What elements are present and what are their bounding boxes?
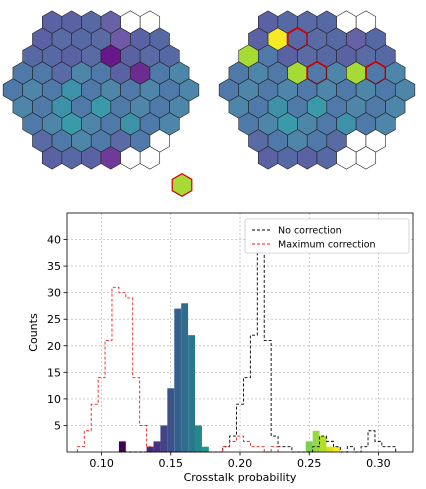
legend-label-maximum-correction: Maximum correction (278, 240, 376, 251)
x-tick-label: 0.30 (366, 457, 391, 470)
histogram-bar (326, 446, 334, 452)
histogram-bar (160, 425, 168, 452)
histogram-filled-bars (118, 303, 341, 452)
histogram-bar (305, 441, 313, 452)
legend-label-no-correction: No correction (278, 226, 342, 237)
histogram-bar (167, 388, 175, 452)
x-tick-label: 0.15 (159, 457, 184, 470)
y-tick-label: 30 (47, 287, 61, 300)
histogram-bar (174, 308, 182, 452)
hex-corner-cell (171, 173, 193, 197)
y-tick-label: 20 (47, 340, 61, 353)
x-axis-label: Crosstalk probability (184, 471, 297, 484)
x-tick-label: 0.20 (228, 457, 253, 470)
histogram-bar (181, 303, 189, 452)
y-tick-label: 15 (47, 366, 61, 379)
histogram-bar (201, 446, 209, 452)
histogram-bar (195, 425, 202, 452)
hexmap-no-correction (2, 10, 200, 170)
y-tick-label: 5 (54, 419, 61, 432)
hex-cell (355, 146, 377, 170)
axis-ticks: 0.10 0.15 0.20 0.25 0.30 5 10 15 20 25 30 35 40 (47, 234, 391, 470)
series-no-correction (118, 223, 397, 453)
crosstalk-histogram: 0.10 0.15 0.20 0.25 0.30 5 10 15 20 25 30 35 40 Cros… (27, 212, 414, 484)
histogram-bar (118, 441, 126, 452)
x-tick-label: 0.25 (297, 457, 322, 470)
x-tick-label: 0.10 (89, 457, 114, 470)
y-tick-label: 25 (47, 313, 61, 326)
y-tick-label: 10 (47, 393, 61, 406)
histogram-bar (146, 446, 154, 452)
legend: No correction Maximum correction (244, 218, 410, 254)
y-axis-label: Counts (27, 313, 40, 352)
y-tick-label: 40 (47, 234, 61, 247)
histogram-step-lines (76, 223, 397, 453)
histogram-bar (319, 436, 327, 452)
histogram-bar (153, 441, 161, 452)
hexmap-maximum-correction (171, 10, 416, 197)
histogram-bar (188, 335, 196, 452)
histogram-bar (312, 430, 320, 452)
histogram-bar (333, 446, 341, 452)
hex-cell (139, 146, 161, 170)
y-tick-label: 35 (47, 260, 61, 273)
legend-box (244, 218, 410, 254)
